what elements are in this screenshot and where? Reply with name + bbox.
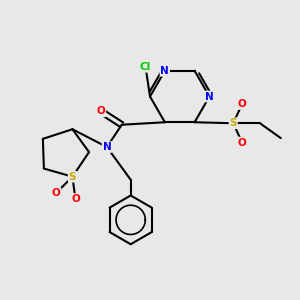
Text: Cl: Cl [140,62,151,72]
Text: O: O [52,188,61,198]
Text: N: N [103,142,111,152]
Text: O: O [238,138,247,148]
Text: O: O [97,106,105,116]
Text: S: S [230,118,237,128]
Text: S: S [69,172,76,182]
Text: O: O [238,99,247,109]
Text: N: N [205,92,214,101]
Text: O: O [71,194,80,204]
Text: N: N [160,66,169,76]
